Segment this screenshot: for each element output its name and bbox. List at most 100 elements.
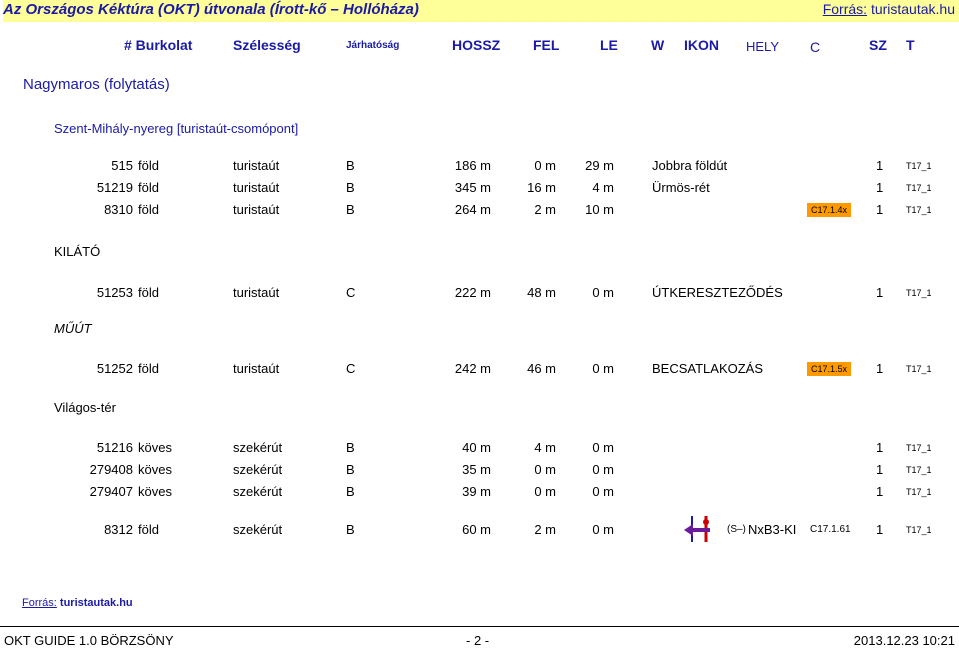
subsection-title: Szent-Mihály-nyereg [turistaút-csomópont… bbox=[54, 121, 299, 136]
segment-id: 8312 bbox=[104, 522, 133, 537]
count: 1 bbox=[876, 484, 884, 499]
length: 222 m bbox=[454, 285, 491, 300]
passability: B bbox=[346, 484, 355, 499]
surface: föld bbox=[138, 361, 159, 376]
passability: B bbox=[346, 202, 355, 217]
surface: föld bbox=[138, 180, 159, 195]
descent: 4 m bbox=[592, 180, 614, 195]
passability: B bbox=[346, 158, 355, 173]
width-type: szekérút bbox=[233, 440, 283, 455]
descent: 29 m bbox=[585, 158, 614, 173]
col-header-c: C bbox=[810, 39, 821, 55]
length: 35 m bbox=[462, 462, 491, 477]
segment-id: 51219 bbox=[96, 180, 133, 195]
col-header-fel: FEL bbox=[533, 37, 560, 53]
descent: 10 m bbox=[585, 202, 614, 217]
count: 1 bbox=[876, 180, 884, 195]
descent: 0 m bbox=[592, 361, 614, 376]
col-header-t: T bbox=[906, 37, 915, 53]
count: 1 bbox=[876, 462, 884, 477]
waypoint: Jobbra földút bbox=[652, 158, 728, 173]
count: 1 bbox=[876, 285, 884, 300]
width-type: turistaút bbox=[233, 180, 280, 195]
length: 345 m bbox=[454, 180, 491, 195]
length: 186 m bbox=[454, 158, 491, 173]
passability: C bbox=[346, 361, 356, 376]
segment-id: 51253 bbox=[96, 285, 133, 300]
ascent: 46 m bbox=[527, 361, 556, 376]
source-label[interactable]: Forrás: bbox=[822, 1, 868, 17]
width-type: turistaút bbox=[233, 158, 280, 173]
surface: föld bbox=[138, 522, 159, 537]
count: 1 bbox=[876, 522, 884, 537]
trail-code: T17_1 bbox=[906, 487, 932, 497]
count: 1 bbox=[876, 158, 884, 173]
waypoint: BECSATLAKOZÁS bbox=[652, 361, 764, 376]
segment-id: 279408 bbox=[89, 462, 133, 477]
count: 1 bbox=[876, 202, 884, 217]
passability: B bbox=[346, 440, 355, 455]
group-label-muut: MŰÚT bbox=[54, 321, 92, 336]
passability: B bbox=[346, 462, 355, 477]
trail-code: T17_1 bbox=[906, 525, 932, 535]
trail-code: T17_1 bbox=[906, 205, 932, 215]
trail-code: T17_1 bbox=[906, 364, 932, 374]
location-code: C17.1.61 bbox=[810, 524, 851, 535]
page-title: Az Országos Kéktúra (OKT) útvonala (Írot… bbox=[3, 1, 419, 18]
count: 1 bbox=[876, 440, 884, 455]
trail-code: T17_1 bbox=[906, 443, 932, 453]
ascent: 2 m bbox=[534, 522, 556, 537]
col-header-ikon: IKON bbox=[684, 37, 719, 53]
group-label-vilagos-ter: Világos-tér bbox=[54, 400, 116, 415]
length: 264 m bbox=[454, 202, 491, 217]
footer-date: 2013.12.23 10:21 bbox=[853, 633, 955, 648]
segment-id: 51252 bbox=[96, 361, 133, 376]
segment-id: 279407 bbox=[89, 484, 133, 499]
footer-divider bbox=[0, 626, 959, 627]
ascent: 16 m bbox=[527, 180, 556, 195]
length: 242 m bbox=[454, 361, 491, 376]
ascent: 4 m bbox=[534, 440, 556, 455]
length: 39 m bbox=[462, 484, 491, 499]
footer-source-value: turistautak.hu bbox=[59, 597, 133, 609]
surface: föld bbox=[138, 158, 159, 173]
group-label-kilato: KILÁTÓ bbox=[54, 244, 101, 259]
section-title: Nagymaros (folytatás) bbox=[23, 76, 170, 93]
surface: föld bbox=[138, 285, 159, 300]
width-type: turistaút bbox=[233, 361, 280, 376]
source-value: turistautak.hu bbox=[870, 1, 955, 17]
segment-id: 8310 bbox=[104, 202, 133, 217]
turn-left-arrow-icon bbox=[684, 516, 710, 542]
length: 60 m bbox=[462, 522, 491, 537]
col-header-burkolat: # Burkolat bbox=[124, 37, 193, 53]
descent: 0 m bbox=[592, 285, 614, 300]
source-top: Forrás: turistautak.hu bbox=[823, 1, 955, 17]
trail-code: T17_1 bbox=[906, 288, 932, 298]
footer-source-label[interactable]: Forrás: bbox=[22, 597, 57, 609]
footer-left: OKT GUIDE 1.0 BÖRZSÖNY bbox=[4, 633, 174, 648]
width-type: szekérút bbox=[233, 484, 283, 499]
trail-code: T17_1 bbox=[906, 161, 932, 171]
segment-id: 51216 bbox=[96, 440, 133, 455]
col-header-jarhatosag: Járhatóság bbox=[346, 40, 400, 51]
col-header-hossz: HOSSZ bbox=[452, 37, 501, 53]
waypoint: ÚTKERESZTEZŐDÉS bbox=[652, 285, 783, 300]
direction: (S–) bbox=[727, 524, 746, 535]
trail-code: T17_1 bbox=[906, 183, 932, 193]
ascent: 0 m bbox=[534, 484, 556, 499]
descent: 0 m bbox=[592, 522, 614, 537]
title-bar bbox=[3, 0, 959, 22]
passability: B bbox=[346, 180, 355, 195]
passability: C bbox=[346, 285, 356, 300]
col-header-sz: SZ bbox=[869, 37, 887, 53]
width-type: turistaút bbox=[233, 285, 280, 300]
descent: 0 m bbox=[592, 462, 614, 477]
width-type: turistaút bbox=[233, 202, 280, 217]
footer-page-number: - 2 - bbox=[466, 633, 490, 648]
width-type: szekérút bbox=[233, 522, 283, 537]
descent: 0 m bbox=[592, 484, 614, 499]
location-tag: C17.1.5x bbox=[807, 362, 852, 376]
width-type: szekérút bbox=[233, 462, 283, 477]
surface: köves bbox=[138, 462, 172, 477]
ascent: 0 m bbox=[534, 462, 556, 477]
